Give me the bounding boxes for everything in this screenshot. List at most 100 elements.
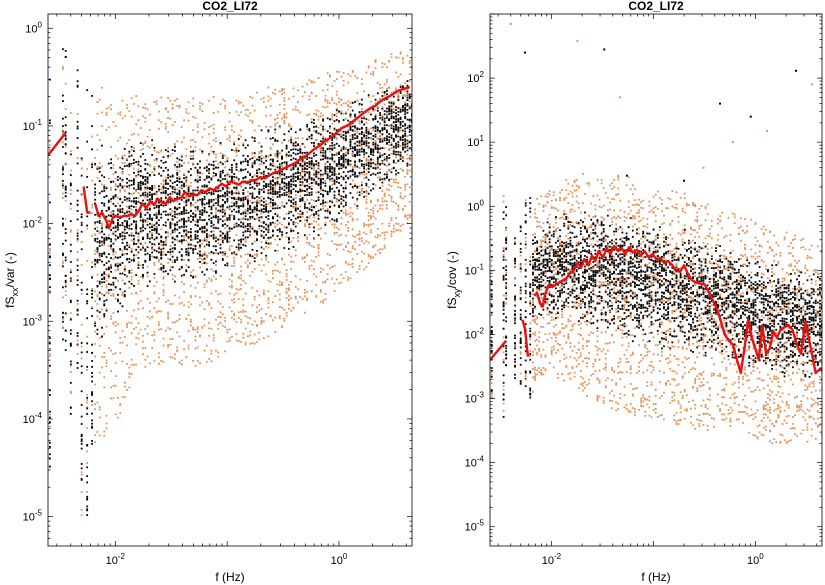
scatter-point [62,166,64,168]
scatter-point [324,162,327,165]
scatter-point [80,248,83,251]
scatter-point [105,422,108,425]
scatter-point [91,391,94,394]
scatter-point [329,150,331,153]
scatter-point [276,152,279,155]
scatter-point [176,346,179,349]
scatter-point [365,121,368,124]
scatter-point [269,183,272,186]
scatter-point [246,224,249,227]
scatter-point [242,205,245,208]
scatter-point [160,257,163,260]
scatter-point [333,172,336,175]
scatter-point [299,210,302,213]
scatter-point [290,201,293,203]
scatter-point [98,222,101,224]
scatter-point [365,131,368,134]
scatter-point [370,174,372,176]
scatter-point [187,219,190,222]
scatter-point [363,242,366,245]
scatter-point [199,228,201,230]
scatter-point [258,202,261,205]
scatter-point [235,99,238,102]
scatter-point [228,216,231,219]
scatter-point [76,332,79,334]
scatter-point [351,138,354,141]
scatter-point [96,285,99,288]
scatter-point [212,139,215,141]
scatter-point [189,168,192,170]
scatter-point [265,258,268,261]
scatter-point [338,206,340,209]
scatter-point [135,225,138,227]
scatter-point [196,328,199,330]
scatter-point [221,205,224,208]
scatter-point [228,285,231,288]
scatter-point [86,317,89,320]
scatter-point [199,166,201,169]
scatter-point [335,112,338,115]
scatter-point [208,142,211,145]
scatter-point [176,160,179,163]
scatter-point [151,144,154,147]
scatter-point [324,106,327,109]
scatter-point [76,210,79,212]
scatter-point [265,313,268,315]
scatter-point [146,217,149,220]
scatter-point [360,181,363,184]
scatter-point [285,144,288,147]
scatter-point [189,155,192,157]
scatter-point [274,213,277,215]
scatter-point [217,300,220,303]
scatter-point [267,95,270,98]
scatter-point [49,465,51,468]
scatter-point [240,255,242,257]
scatter-point [49,249,51,252]
scatter-point [76,264,79,267]
scatter-point [194,166,197,169]
scatter-point [228,175,231,178]
scatter-point [110,264,112,266]
scatter-point [276,182,279,185]
scatter-point [267,172,270,175]
scatter-point [62,130,64,133]
scatter-point [142,273,144,276]
scatter-point [281,235,283,238]
scatter-point [326,147,329,150]
scatter-point [260,321,263,324]
scatter-point [103,244,106,247]
scatter-point [189,181,192,184]
scatter-point [249,174,252,176]
scatter-point [256,158,258,161]
scatter-point [212,131,215,134]
scatter-point [98,406,101,408]
scatter-point [226,340,229,343]
scatter-point [144,107,147,110]
scatter-point [267,168,270,170]
scatter-point [158,165,160,168]
scatter-point [176,235,179,237]
scatter-point [64,339,67,342]
scatter-point [146,275,149,278]
scatter-point [221,169,224,172]
scatter-point [162,276,165,278]
scatter-point [251,201,254,204]
scatter-point [219,247,222,250]
scatter-point [260,157,263,160]
scatter-point [224,250,226,253]
scatter-point [107,260,110,263]
scatter-point [162,183,165,186]
scatter-point [335,151,338,154]
scatter-point [178,212,181,215]
scatter-point [333,120,336,122]
scatter-point [240,161,242,164]
scatter-point [308,265,311,267]
scatter-point [187,260,190,262]
scatter-point [208,244,211,247]
scatter-point [267,183,270,186]
scatter-point [315,173,318,176]
scatter-point [370,217,372,220]
scatter-point [215,216,217,219]
scatter-point [363,136,366,139]
scatter-point [317,142,320,145]
